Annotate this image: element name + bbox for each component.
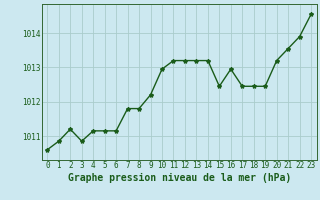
- X-axis label: Graphe pression niveau de la mer (hPa): Graphe pression niveau de la mer (hPa): [68, 173, 291, 183]
